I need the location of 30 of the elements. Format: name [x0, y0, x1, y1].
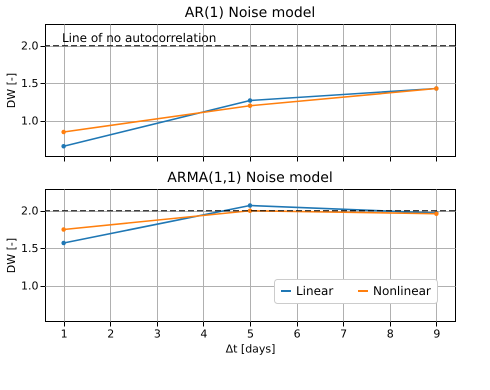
chart-title: AR(1) Noise model [184, 5, 316, 21]
legend-label: Linear [296, 284, 334, 298]
y-tick-label: 1.5 [21, 76, 38, 90]
y-tick-label: 1.5 [21, 242, 38, 255]
ref-line-label: Line of no autocorrelation [62, 30, 216, 45]
x-tick-label: 8 [386, 328, 394, 340]
y-axis-title: DW [-] [5, 72, 18, 108]
point [61, 130, 66, 134]
chart-title: ARMA(1,1) Noise model [167, 170, 333, 186]
y-tick-label: 2.0 [21, 39, 38, 52]
point [248, 203, 252, 208]
point [248, 98, 252, 103]
x-tick-label: 2 [107, 328, 114, 340]
point [61, 227, 66, 232]
point [61, 144, 66, 148]
y-axis-title: DW [-] [5, 238, 18, 274]
legend-label: Nonlinear [373, 284, 431, 298]
x-axis-title: Δt [days] [226, 342, 276, 356]
point [61, 240, 66, 246]
x-tick-label: 3 [154, 328, 161, 340]
x-tick-label: 5 [247, 328, 254, 340]
x-tick-label: 1 [60, 328, 68, 340]
y-tick-label: 1.0 [21, 279, 38, 292]
x-tick-label: 7 [340, 328, 348, 340]
x-tick-label: 9 [433, 328, 440, 340]
x-tick-label: 6 [294, 328, 301, 340]
point [248, 104, 252, 108]
y-tick-label: 2.0 [21, 204, 38, 218]
y-tick-label: 1.0 [21, 114, 38, 128]
x-tick-label: 4 [200, 328, 208, 340]
